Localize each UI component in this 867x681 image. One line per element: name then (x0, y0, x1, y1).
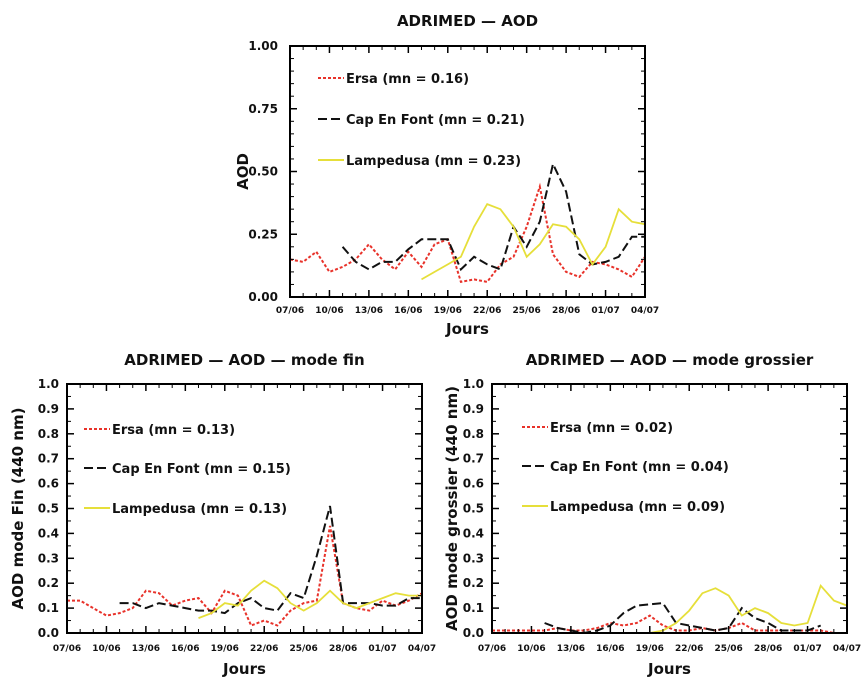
y-axis-label: AOD (234, 153, 252, 190)
legend-label: Lampedusa (mn = 0.23) (346, 154, 521, 169)
x-axis-label: Jours (445, 320, 489, 338)
chart-title: ADRIMED — AOD — mode grossier (526, 351, 814, 369)
x-tick-label: 22/06 (473, 306, 501, 316)
series-line-lampedusa (421, 202, 646, 281)
y-tick-label: 0.6 (38, 477, 59, 491)
y-tick-label: 0.8 (38, 427, 59, 441)
y-tick-label: 0.9 (463, 402, 484, 416)
x-tick-label: 07/06 (276, 306, 304, 316)
series-line-ersa (289, 182, 646, 284)
x-tick-label: 16/06 (394, 306, 422, 316)
x-axis-label: Jours (222, 660, 266, 678)
y-tick-label: 0.50 (248, 165, 278, 179)
x-tick-label: 16/06 (171, 644, 199, 654)
series-line-lampedusa (623, 583, 848, 634)
x-tick-label: 25/06 (714, 644, 742, 654)
y-axis-label: AOD mode grossier (440 nm) (443, 386, 461, 631)
series-line-ersa (67, 525, 423, 627)
x-tick-label: 28/06 (754, 644, 782, 654)
x-tick-label: 13/06 (132, 644, 160, 654)
x-tick-label: 04/07 (631, 306, 659, 316)
x-tick-label: 10/06 (517, 644, 545, 654)
legend-label: Ersa (mn = 0.13) (112, 423, 235, 438)
x-tick-label: 19/06 (211, 644, 239, 654)
legend-label: Ersa (mn = 0.16) (346, 72, 469, 87)
y-tick-label: 0.4 (38, 526, 59, 540)
y-tick-label: 0.6 (463, 477, 484, 491)
y-tick-label: 0.0 (38, 626, 59, 640)
x-tick-label: 19/06 (434, 306, 462, 316)
y-axis-label: AOD mode Fin (440 nm) (9, 408, 27, 610)
x-tick-label: 13/06 (557, 644, 585, 654)
x-tick-label: 25/06 (512, 306, 540, 316)
x-tick-label: 28/06 (552, 306, 580, 316)
y-tick-label: 0.00 (248, 290, 278, 304)
y-tick-label: 0.9 (38, 402, 59, 416)
x-tick-label: 01/07 (793, 644, 821, 654)
y-tick-label: 0.0 (463, 626, 484, 640)
x-tick-label: 04/07 (408, 644, 436, 654)
y-tick-label: 0.2 (463, 576, 484, 590)
x-tick-label: 25/06 (289, 644, 317, 654)
legend-label: Cap En Font (mn = 0.04) (550, 460, 729, 475)
x-axis-label: Jours (647, 660, 691, 678)
x-tick-label: 28/06 (329, 644, 357, 654)
x-tick-label: 04/07 (833, 644, 861, 654)
chart-aod-mode-fin: ADRIMED — AOD — mode fin 0.0 0.1 0.2 0.3 0.4 0… (9, 351, 436, 678)
legend-label: Lampedusa (mn = 0.09) (550, 500, 725, 515)
chart-aod-mode-grossier: ADRIMED — AOD — mode grossier 0.0 0.1 0.2 0.… (443, 351, 861, 678)
legend-label: Lampedusa (mn = 0.13) (112, 502, 287, 517)
y-tick-label: 0.4 (463, 526, 484, 540)
x-tick-label: 07/06 (478, 644, 506, 654)
y-tick-label: 1.00 (248, 39, 278, 53)
series-line-lampedusa (198, 579, 422, 619)
y-tick-label: 0.7 (463, 452, 484, 466)
legend-label: Cap En Font (mn = 0.15) (112, 462, 291, 477)
chart-title: ADRIMED — AOD (397, 12, 538, 30)
chart-aod: ADRIMED — AOD 0.00 0.25 0.50 0.75 1.00 07/06 10… (234, 12, 659, 338)
y-tick-label: 0.3 (463, 551, 484, 565)
y-tick-label: 0.5 (38, 502, 59, 516)
y-tick-label: 0.1 (38, 601, 59, 615)
y-tick-label: 1.0 (38, 377, 59, 391)
y-tick-label: 0.5 (463, 502, 484, 516)
x-tick-label: 13/06 (355, 306, 383, 316)
y-tick-label: 0.7 (38, 452, 59, 466)
x-tick-label: 07/06 (53, 644, 81, 654)
x-tick-label: 22/06 (675, 644, 703, 654)
x-tick-label: 16/06 (596, 644, 624, 654)
y-tick-label: 0.25 (248, 227, 278, 241)
chart-title: ADRIMED — AOD — mode fin (124, 351, 364, 369)
x-tick-label: 10/06 (92, 644, 120, 654)
x-tick-label: 01/07 (368, 644, 396, 654)
y-tick-label: 0.8 (463, 427, 484, 441)
y-tick-label: 1.0 (463, 377, 484, 391)
x-tick-label: 19/06 (636, 644, 664, 654)
y-tick-label: 0.75 (248, 102, 278, 116)
legend-label: Ersa (mn = 0.02) (550, 421, 673, 436)
x-tick-label: 01/07 (591, 306, 619, 316)
series-line-cap-en-font (119, 505, 422, 615)
series-line-cap-en-font (544, 602, 822, 635)
y-tick-label: 0.1 (463, 601, 484, 615)
x-tick-label: 22/06 (250, 644, 278, 654)
y-tick-label: 0.2 (38, 576, 59, 590)
series-line-cap-en-font (341, 160, 645, 272)
y-tick-label: 0.3 (38, 551, 59, 565)
x-tick-label: 10/06 (315, 306, 343, 316)
legend-label: Cap En Font (mn = 0.21) (346, 113, 525, 128)
